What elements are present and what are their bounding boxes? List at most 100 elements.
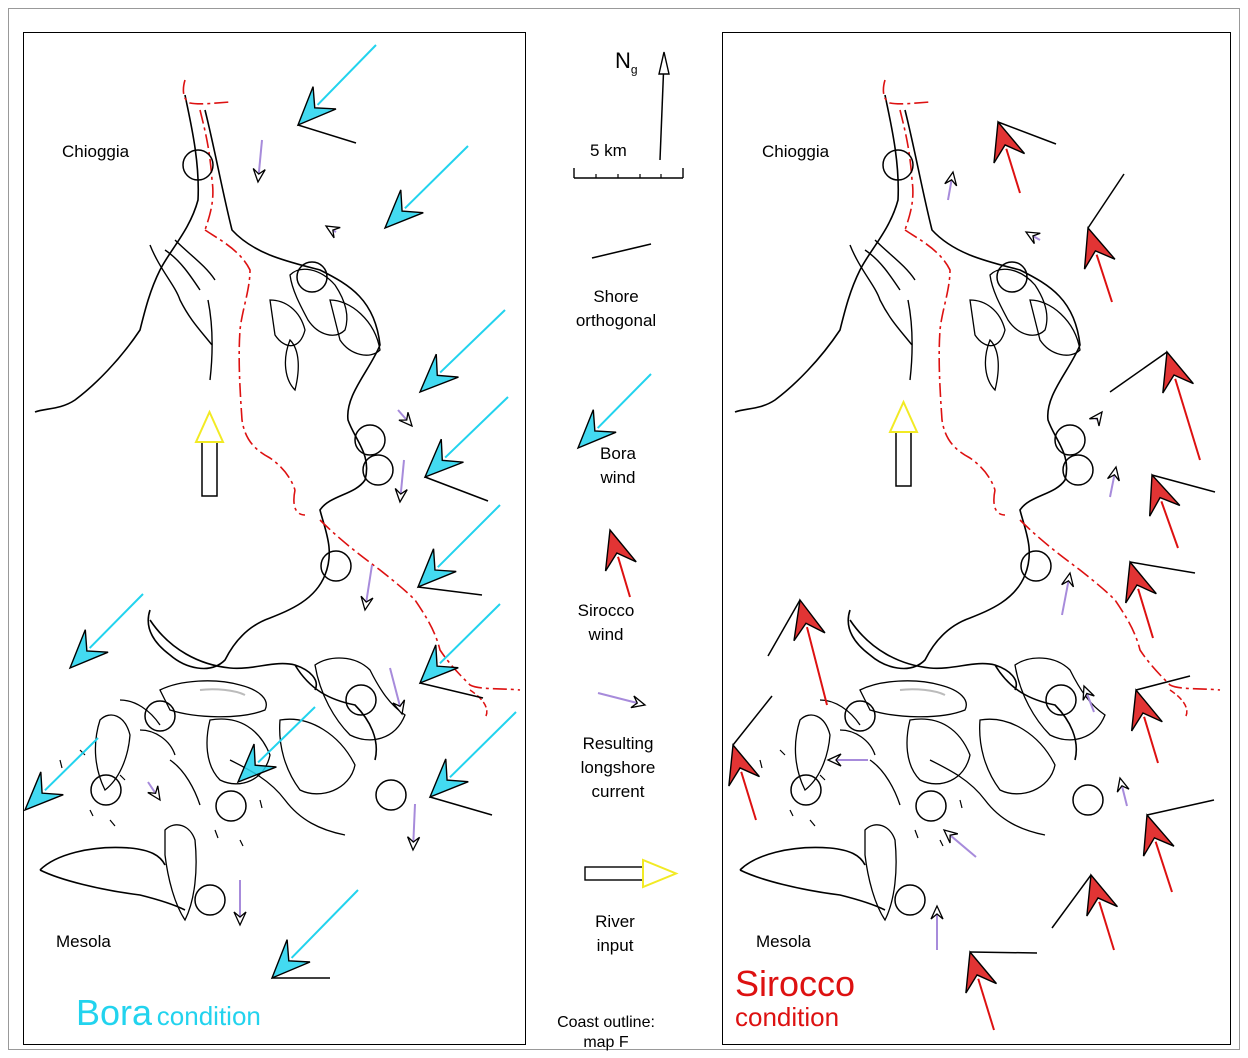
sirocco-wind-arrow-5 <box>1124 560 1196 639</box>
bora-wind-arrow-11 <box>236 706 316 784</box>
north-subscript: g <box>630 62 638 77</box>
location-circle-left-9 <box>215 790 247 822</box>
legend-sirocco: Sirocco wind <box>536 599 676 647</box>
location-circle-right-7 <box>844 700 876 732</box>
location-circle-left-2 <box>296 261 328 293</box>
legend-bora-wind-icon <box>576 373 652 450</box>
legend-current-line2: longshore <box>580 758 656 777</box>
sirocco-current-arrow-3 <box>1089 410 1103 427</box>
bora-wind-arrow-6 <box>418 603 501 699</box>
bora-wind-arrow-1 <box>296 44 377 144</box>
legend-coast: Coast outline: map F <box>536 1013 676 1053</box>
legend-shore-line1: Shore <box>593 287 639 306</box>
scale-bar-icon <box>573 168 684 179</box>
bora-current-arrow-9 <box>147 781 161 802</box>
location-circle-left-11 <box>194 884 226 916</box>
bora-current-arrow-8 <box>233 880 247 927</box>
bora-current-arrow-4 <box>394 459 408 504</box>
sirocco-wind-arrow-3 <box>1109 350 1201 461</box>
legend-current: Resulting longshore current <box>548 732 688 804</box>
bora-wind-arrow-8 <box>270 889 359 980</box>
bora-current-arrow-2 <box>324 225 341 239</box>
legend-sirocco-line2: wind <box>588 625 624 644</box>
river-input-icon-left <box>194 409 225 497</box>
sirocco-title-word: Sirocco <box>735 963 856 1004</box>
bora-panel <box>23 32 526 1045</box>
sirocco-condition-title: Sirocco condition <box>735 963 856 1033</box>
place-label-mesola-left: Mesola <box>56 932 111 951</box>
bora-current-arrow-6 <box>389 667 406 716</box>
sirocco-current-arrow-7 <box>1116 776 1130 807</box>
legend-current-icon <box>597 692 647 709</box>
bora-condition-title: Bora condition <box>76 992 261 1034</box>
location-circle-right-3 <box>1054 424 1086 456</box>
sirocco-wind-arrow-9 <box>965 950 1038 1031</box>
sirocco-title-condition: condition <box>735 1002 840 1032</box>
legend-coast-line1: Coast outline: <box>557 1014 655 1031</box>
bora-current-arrow-7 <box>406 803 421 852</box>
sirocco-wind-arrow-10 <box>767 598 828 706</box>
place-label-chioggia-left: Chioggia <box>62 142 130 161</box>
bora-title-condition: condition <box>156 1001 261 1031</box>
location-circle-right-1 <box>882 149 914 181</box>
legend-sirocco-wind-icon <box>604 528 637 598</box>
sirocco-wind-arrow-2 <box>1083 173 1125 303</box>
location-circle-left-6 <box>345 684 377 716</box>
bora-current-arrow-5 <box>360 564 374 612</box>
shore-orthogonal-icon <box>591 243 652 259</box>
legend-shore-line2: orthogonal <box>575 311 657 330</box>
legend-river-line2: input <box>596 936 634 955</box>
legend-current-line1: Resulting <box>582 734 654 753</box>
legend-river-line1: River <box>595 912 635 931</box>
legend-river-input-icon <box>584 858 679 889</box>
sirocco-current-arrow-5 <box>1061 571 1075 616</box>
bora-wind-arrow-10 <box>23 737 99 812</box>
legend-bora-line2: wind <box>600 468 636 487</box>
bora-wind-arrow-5 <box>416 504 501 596</box>
sirocco-current-arrow-2 <box>1024 231 1041 245</box>
north-arrow-icon <box>658 51 670 161</box>
bora-wind-arrow-4 <box>423 396 509 502</box>
sirocco-current-arrow-9 <box>942 828 977 858</box>
river-input-icon-right <box>888 399 919 487</box>
sirocco-wind-arrow-11 <box>728 695 773 821</box>
sirocco-current-arrow-10 <box>930 904 944 950</box>
sirocco-current-arrow-4 <box>1107 465 1120 498</box>
location-circle-right-4 <box>1062 454 1094 486</box>
sirocco-wind-arrow-6 <box>1130 675 1191 764</box>
north-label: Ng <box>615 48 638 76</box>
location-circle-right-9 <box>915 790 947 822</box>
location-circle-left-8 <box>90 774 122 806</box>
bora-wind-arrow-7 <box>428 711 517 816</box>
sirocco-current-arrow-1 <box>944 170 958 201</box>
legend-bora-line1: Bora <box>600 444 636 463</box>
legend-coast-line2: map F <box>583 1034 629 1051</box>
legend-river: River input <box>545 910 685 958</box>
location-circle-right-10 <box>1072 784 1104 816</box>
sirocco-wind-arrow-7 <box>1142 799 1215 893</box>
location-circle-right-8 <box>790 774 822 806</box>
place-label-chioggia-right: Chioggia <box>762 142 830 161</box>
location-circle-left-3 <box>354 424 386 456</box>
figure-frame <box>8 8 1240 1050</box>
legend-bora: Bora wind <box>548 442 688 490</box>
sirocco-wind-arrow-1 <box>993 120 1057 194</box>
legend-shore: Shore orthogonal <box>546 285 686 333</box>
bora-wind-arrow-2 <box>383 145 469 230</box>
legend-sirocco-line1: Sirocco <box>577 601 635 620</box>
scale-label: 5 km <box>590 141 627 160</box>
sirocco-current-arrow-8 <box>826 753 868 767</box>
location-circle-left-1 <box>182 149 214 181</box>
north-letter: N <box>615 48 631 73</box>
sirocco-panel <box>722 32 1231 1045</box>
bora-current-arrow-1 <box>252 139 266 184</box>
location-circle-left-5 <box>320 550 352 582</box>
bora-title-word: Bora <box>76 992 153 1033</box>
location-circle-right-11 <box>894 884 926 916</box>
location-circle-right-6 <box>1045 684 1077 716</box>
bora-wind-arrow-3 <box>418 309 506 394</box>
location-circle-right-5 <box>1020 550 1052 582</box>
location-circle-left-7 <box>144 700 176 732</box>
location-circle-left-10 <box>375 779 407 811</box>
